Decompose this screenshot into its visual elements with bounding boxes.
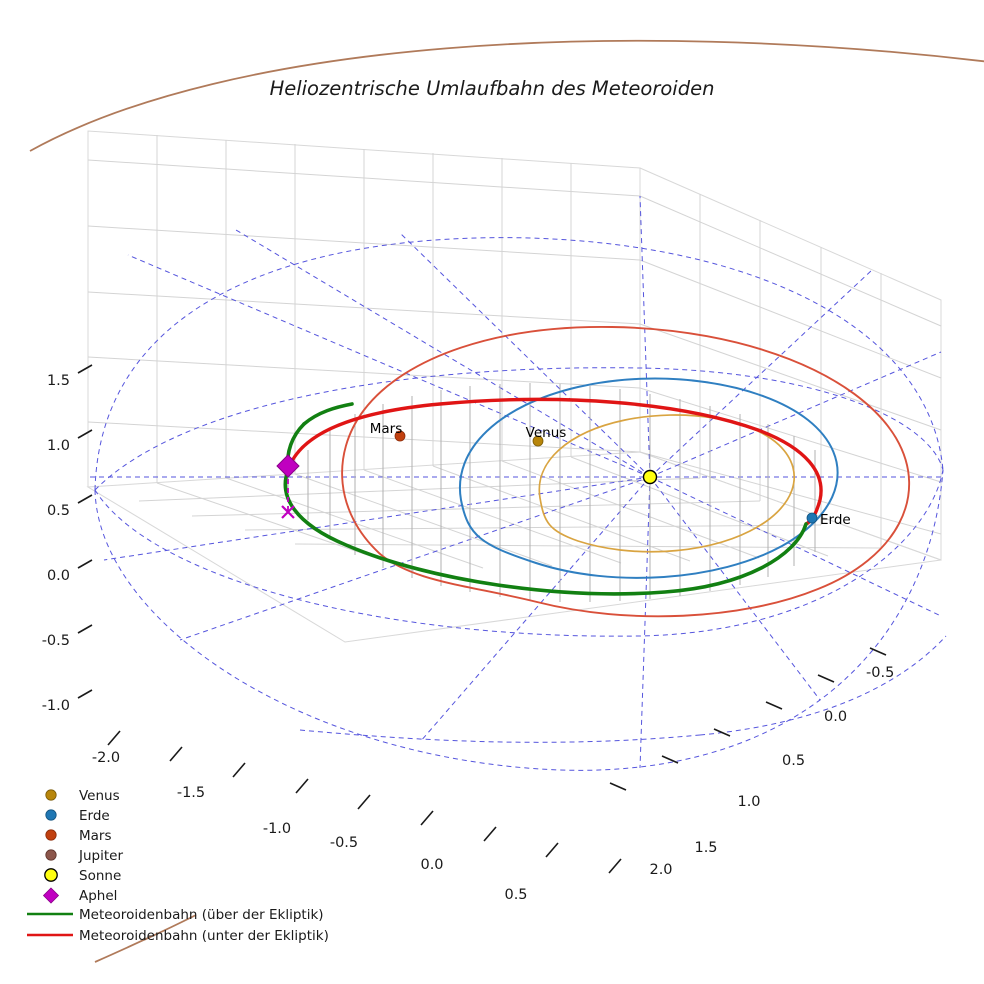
legend-label-meteoroid-below: Meteoroidenbahn (unter der Ekliptik): [79, 928, 329, 944]
aphel-marker-group: [276, 454, 300, 519]
legend: Venus Erde Mars Jupiter Sonne Aphel Mete…: [27, 788, 329, 944]
y-tick: -0.5: [866, 665, 894, 681]
legend-label-mars: Mars: [79, 828, 112, 844]
y-tick: 0.5: [782, 753, 805, 769]
mars-label: Mars: [370, 421, 403, 437]
legend-marker-aphel: [42, 887, 60, 904]
x-tick: -1.5: [177, 785, 205, 801]
axis-tick-marks: [77, 364, 887, 874]
legend-marker-jupiter: [45, 849, 57, 861]
planet-annotations: Mars Venus Erde: [370, 421, 851, 528]
perihel-cross-marker: [281, 505, 295, 519]
legend-label-sonne: Sonne: [79, 868, 121, 884]
y-axis-tick-labels: -0.5 0.0 0.5: [782, 665, 894, 769]
x-tick: 0.0: [420, 857, 443, 873]
z-tick: -0.5: [42, 633, 70, 649]
jupiter-orbit: [29, 39, 984, 963]
x-tick: -1.0: [263, 821, 291, 837]
venus-marker: [532, 435, 544, 447]
z-tick: 1.5: [47, 373, 70, 389]
z-tick: 0.0: [47, 568, 70, 584]
x-tick: 0.5: [504, 887, 527, 903]
legend-marker-sonne: [44, 868, 58, 882]
x-tick: -0.5: [330, 835, 358, 851]
legend-label-jupiter: Jupiter: [78, 848, 123, 864]
legend-label-erde: Erde: [79, 808, 110, 824]
z-tick: 0.5: [47, 503, 70, 519]
y-tick: 0.0: [824, 709, 847, 725]
x-tick: 2.0: [649, 862, 672, 878]
mars-marker: [394, 430, 406, 442]
meteoroid-orbit-below-ecliptic: [286, 397, 823, 526]
meteoroid-droplines: [287, 383, 816, 602]
legend-label-aphel: Aphel: [79, 888, 117, 904]
aphel-diamond-marker: [276, 454, 300, 478]
legend-label-venus: Venus: [79, 788, 120, 804]
earth-orbit: [458, 377, 839, 579]
venus-orbit: [538, 414, 795, 553]
axes-3d-wireframe: [86, 130, 942, 643]
page-title: Heliozentrische Umlaufbahn des Meteoroid…: [270, 77, 715, 100]
z-tick: -1.0: [42, 698, 70, 714]
earth-marker: [806, 512, 818, 524]
legend-marker-mars: [45, 829, 57, 841]
x-tick: 1.5: [694, 840, 717, 856]
z-tick: 1.0: [47, 438, 70, 454]
erde-label: Erde: [820, 512, 851, 528]
legend-label-meteoroid-above: Meteoroidenbahn (über der Ekliptik): [79, 907, 324, 923]
legend-marker-erde: [45, 809, 57, 821]
venus-label: Venus: [526, 425, 567, 441]
z-axis-tick-labels: 1.5 1.0 0.5 0.0 -0.5 -1.0: [42, 373, 70, 714]
legend-marker-venus: [45, 789, 57, 801]
mars-orbit: [341, 326, 911, 618]
x-tick: -2.0: [92, 750, 120, 766]
x-tick: 1.0: [737, 794, 760, 810]
x-axis-tick-labels: -2.0 -1.5 -1.0 -0.5 0.0 0.5 1.0 1.5 2.0: [92, 750, 761, 903]
sun-marker: [642, 469, 658, 485]
ekliptik-reference-net: [90, 195, 947, 771]
